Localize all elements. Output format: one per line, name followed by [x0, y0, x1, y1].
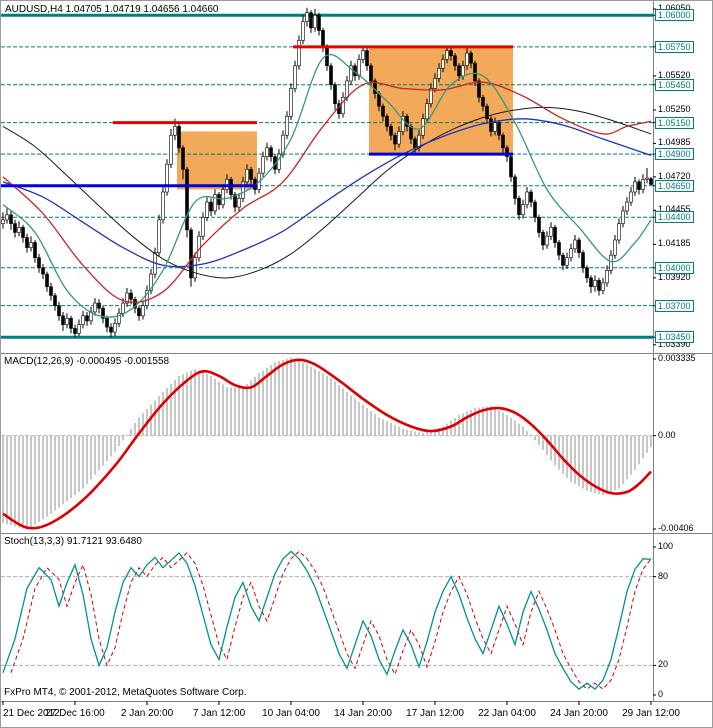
time-axis-label: 10 Jan 04:00 — [262, 708, 320, 719]
stoch-main-line — [2, 550, 652, 690]
price-scale-label: 1.06000 — [655, 9, 694, 22]
quote-line: AUDUSD,H4 1.04705 1.04719 1.04656 1.0466… — [5, 4, 219, 15]
price-scale-label: 1.04650 — [655, 179, 694, 192]
consolidation-rectangle — [177, 131, 257, 190]
ma-medium-red — [2, 81, 652, 304]
ma-fast-green — [2, 53, 652, 318]
ma-slow-blue — [2, 118, 652, 268]
stochastic-indicator-label: Stoch(13,3,3) 91.7121 93.6480 — [4, 536, 142, 547]
price-scale-label: 1.04000 — [655, 261, 694, 274]
price-scale-label: 1.06050 — [658, 2, 691, 13]
stoch-signal-line — [10, 550, 653, 690]
main-chart-area[interactable] — [1, 1, 653, 353]
price-scale-label: 1.05250 — [658, 103, 691, 114]
price-scale-label: 1.05450 — [655, 78, 694, 91]
time-axis-label: 2 Jan 20:00 — [120, 708, 174, 719]
stochastic-panel[interactable] — [1, 534, 653, 701]
macd-indicator-label: MACD(12,26,9) -0.000495 -0.001558 — [4, 356, 170, 367]
price-scale-label: 1.03390 — [658, 338, 691, 349]
price-scale-label: 1.03700 — [655, 299, 694, 312]
price-scale-label: 0 — [658, 689, 664, 699]
price-scale-label: 1.04185 — [658, 238, 691, 249]
ma-long-black — [2, 106, 652, 279]
price-scale-label: 1.04900 — [655, 148, 694, 161]
candles-layer — [1, 7, 653, 338]
consolidation-rectangle — [369, 46, 513, 155]
macd-panel[interactable] — [1, 354, 653, 533]
time-axis-label: 27 Dec 16:00 — [45, 708, 105, 719]
time-axis-label: 24 Jan 20:00 — [550, 708, 608, 719]
macd-signal-line — [2, 358, 652, 530]
time-axis-label: 22 Jan 04:00 — [478, 708, 536, 719]
branding-text: FxPro MT4, © 2001-2012, MetaQuotes Softw… — [4, 687, 247, 698]
price-scale-label: 1.05150 — [655, 116, 694, 129]
price-scale-label: 0.00 — [658, 429, 676, 440]
price-scale-label: 1.04720 — [658, 170, 691, 181]
price-scale-label: 1.03920 — [658, 271, 691, 282]
main-chart-layer — [1, 7, 653, 339]
price-scale-label: 1.04985 — [658, 137, 691, 148]
price-scale-label: 100 — [658, 541, 674, 551]
price-scale-label: 1.04455 — [658, 204, 691, 215]
price-scale-label: 80 — [658, 570, 669, 581]
price-scale-label: 1.05750 — [655, 40, 694, 53]
time-axis-label: 29 Jan 12:00 — [622, 708, 680, 719]
time-axis-label: 21 Dec 2012 — [3, 708, 60, 719]
price-scale-label: 1.04400 — [655, 211, 694, 224]
time-axis-label: 7 Jan 12:00 — [192, 708, 246, 719]
price-scale-label: 20 — [658, 659, 669, 670]
macd-layer — [1, 357, 653, 530]
price-scale-label: 0.003335 — [658, 353, 696, 363]
time-axis-label: 17 Jan 12:00 — [406, 708, 464, 719]
stochastic-layer — [1, 550, 653, 690]
price-scale-label: 1.05520 — [658, 69, 691, 80]
price-scale-label: -0.00406 — [658, 523, 694, 533]
price-scale-label: 1.03450 — [655, 331, 694, 344]
time-axis-label: 14 Jan 20:00 — [334, 708, 392, 719]
